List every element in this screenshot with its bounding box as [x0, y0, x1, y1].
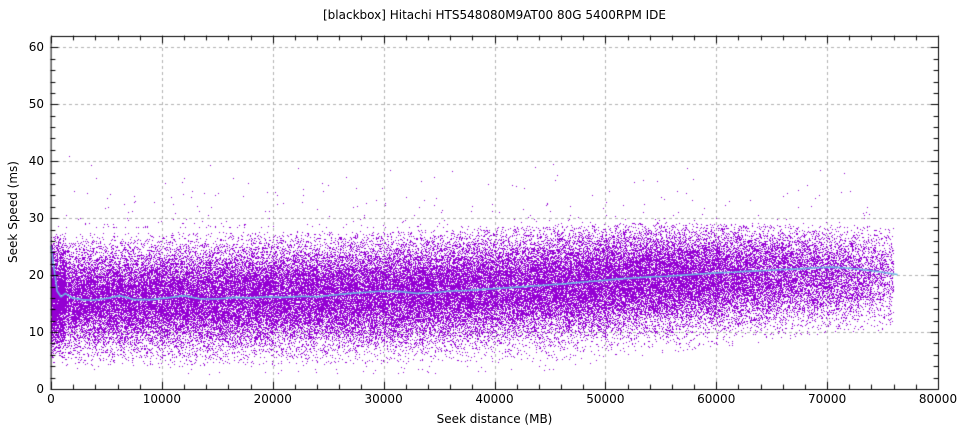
x-axis-label: Seek distance (MB) [436, 412, 553, 426]
y-tick-label: 30 [28, 211, 44, 226]
x-tick-label: 30000 [364, 392, 403, 406]
x-tick-label: 40000 [475, 392, 514, 406]
x-tick-label: 70000 [808, 392, 847, 406]
x-tick-label: 80000 [918, 392, 958, 406]
y-tick-label: 10 [28, 325, 44, 340]
y-tick-label: 50 [28, 97, 44, 112]
x-tick-label: 10000 [142, 392, 181, 406]
x-tick-label: 50000 [586, 392, 625, 406]
y-tick-label: 40 [28, 154, 44, 169]
y-tick-label: 0 [36, 382, 44, 396]
x-tick-label: 20000 [253, 392, 292, 406]
x-tick-label: 60000 [697, 392, 736, 406]
chart-title: [blackbox] Hitachi HTS548080M9AT00 80G 5… [323, 8, 666, 22]
y-tick-label: 20 [28, 268, 44, 283]
y-tick-label: 60 [28, 40, 44, 55]
x-tick-label: 0 [47, 392, 55, 406]
